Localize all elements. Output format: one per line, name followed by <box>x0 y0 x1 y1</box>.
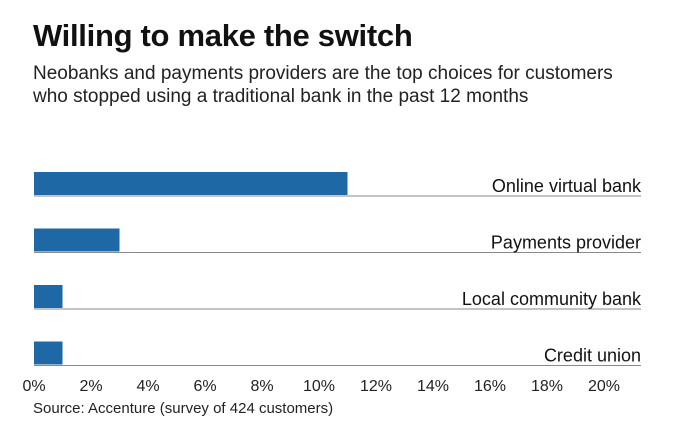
x-tick-label-10: 20% <box>588 378 620 395</box>
x-tick-label-3: 6% <box>193 378 216 395</box>
x-tick-label-9: 18% <box>531 378 563 395</box>
x-tick-label-8: 16% <box>474 378 506 395</box>
source-note: Source: Accenture (survey of 424 custome… <box>33 400 334 417</box>
x-tick-label-4: 8% <box>250 378 273 395</box>
x-tick-label-2: 4% <box>136 378 159 395</box>
x-tick-label-0: 0% <box>22 378 45 395</box>
x-tick-label-1: 2% <box>79 378 102 395</box>
category-label-3: Credit union <box>544 346 641 366</box>
bar-3 <box>34 341 63 365</box>
bar-2 <box>34 285 63 308</box>
x-tick-label-7: 14% <box>417 378 449 395</box>
category-label-0: Online virtual bank <box>492 176 642 196</box>
category-label-2: Local community bank <box>462 289 642 309</box>
bar-0 <box>34 172 348 195</box>
category-label-1: Payments provider <box>491 233 641 253</box>
x-tick-label-6: 12% <box>360 378 392 395</box>
x-tick-label-5: 10% <box>303 378 335 395</box>
bar-1 <box>34 228 120 252</box>
chart-subtitle: Neobanks and payments providers are the … <box>33 63 613 107</box>
chart-title: Willing to make the switch <box>33 18 413 53</box>
